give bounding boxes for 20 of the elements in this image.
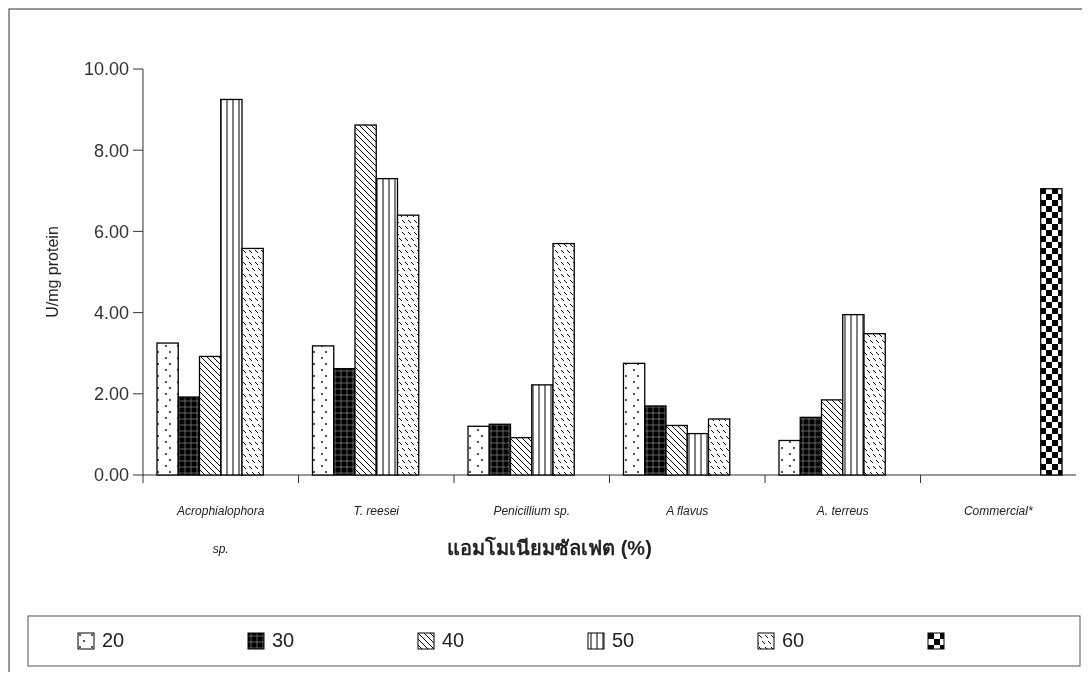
legend-label: 20 — [102, 629, 125, 651]
x-tick-label: Penicillium sp. — [493, 504, 571, 518]
x-tick-label: Commercial* — [963, 504, 1033, 518]
category-label: Acrophialophora sp. — [177, 504, 265, 556]
bar — [1040, 188, 1063, 476]
x-tick-label: T. reesei — [353, 504, 400, 518]
x-axis-title: แอมโมเนียมซัลเฟต (%) — [447, 536, 652, 559]
y-tick-label: 4.00 — [93, 302, 129, 323]
y-tick-label: 6.00 — [93, 221, 129, 242]
legend-label: 40 — [442, 629, 465, 651]
legend-label: 30 — [272, 629, 295, 651]
y-tick-label: 2.00 — [93, 384, 129, 405]
legend-label: 50 — [612, 629, 635, 651]
x-tick-label: A flavus — [665, 504, 709, 518]
y-tick-label: 8.00 — [93, 140, 129, 161]
legend-label: 60 — [782, 629, 805, 651]
y-tick-label: 10.00 — [83, 59, 129, 80]
y-tick-label: 0.00 — [93, 465, 129, 486]
x-tick-label: A. terreus — [815, 504, 869, 518]
y-axis-title: U/mg protein — [44, 226, 61, 318]
